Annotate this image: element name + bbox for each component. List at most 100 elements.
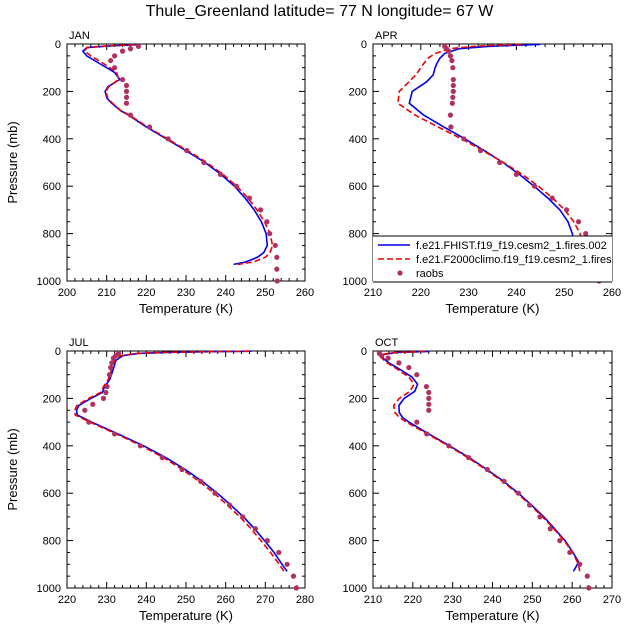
series-model2-apr	[397, 43, 588, 263]
y-tick-label: 600	[349, 488, 367, 500]
x-tick-label: 260	[216, 594, 234, 606]
raob-point	[477, 148, 484, 154]
raob-point	[127, 112, 134, 118]
y-tick-label: 1000	[343, 583, 367, 595]
raob-point	[82, 407, 88, 413]
x-tick-label: 210	[364, 287, 382, 299]
raob-point	[274, 254, 280, 260]
x-axis-label: Temperature (K)	[446, 608, 540, 623]
raob-point	[119, 76, 126, 83]
raob-point	[426, 389, 432, 396]
y-tick-label: 200	[349, 86, 367, 98]
raob-point	[584, 573, 590, 579]
raob-point	[108, 57, 114, 64]
series-raobs-oct	[376, 350, 592, 591]
y-tick-label: 0	[361, 39, 367, 51]
x-tick-label: 250	[256, 287, 274, 299]
series-model2-jan	[84, 43, 274, 266]
raob-point	[276, 549, 282, 556]
raob-point	[246, 195, 253, 201]
raob-point	[123, 94, 130, 100]
raob-point	[575, 219, 582, 225]
raob-point	[198, 478, 204, 484]
y-tick-label: 800	[349, 536, 367, 548]
raob-point	[274, 266, 280, 272]
raob-point	[123, 82, 130, 89]
raob-point	[137, 443, 143, 449]
x-axis-label: Temperature (K)	[139, 301, 233, 316]
panel-apr: 210 220 230 240 250 260 0 200 400 600 800 1000 APR Te…	[343, 30, 622, 316]
raob-point	[447, 112, 454, 118]
x-tick-label: 230	[177, 287, 195, 299]
y-tick-label: 0	[55, 39, 61, 51]
raob-point	[90, 401, 96, 407]
raob-point	[123, 88, 130, 94]
raob-point	[450, 88, 456, 94]
raob-point	[110, 355, 117, 361]
x-axis-label: Temperature (K)	[139, 608, 233, 623]
panel-jul: 220 230 240 250 260 270 280 0 200 400 600 800 1000 JU…	[5, 337, 314, 623]
raob-point	[104, 383, 110, 390]
raob-point	[159, 455, 165, 461]
raob-point	[201, 159, 207, 166]
y-tick-label: 0	[361, 346, 367, 358]
y-tick-label: 400	[43, 134, 61, 146]
y-tick-label: 200	[43, 86, 61, 98]
panel-label-jan: JAN	[69, 30, 90, 42]
raob-point	[106, 372, 113, 378]
raob-point	[267, 231, 273, 237]
raob-point	[100, 395, 107, 401]
series-model2-jul	[73, 350, 285, 572]
raob-point	[446, 443, 452, 449]
x-tick-label: 270	[603, 594, 621, 606]
raob-point	[264, 219, 270, 225]
raob-point	[547, 526, 553, 532]
raob-point	[112, 53, 118, 59]
series-model1-apr	[408, 43, 577, 262]
plot-frame	[66, 43, 306, 282]
y-tick-label: 800	[43, 229, 61, 241]
raob-point	[252, 526, 259, 532]
raob-point	[293, 585, 299, 591]
x-tick-label: 260	[296, 287, 314, 299]
x-tick-label: 230	[97, 594, 115, 606]
raob-point	[424, 431, 430, 437]
legend: f.e21.FHIST.f19_f19.cesm2_1.fires.002 f.e…	[373, 235, 612, 283]
y-tick-label: 400	[349, 134, 367, 146]
raob-point	[123, 100, 130, 106]
panel-oct: 210 220 230 240 250 260 270 0 200 400 600 800 1000 OC…	[343, 337, 622, 623]
raob-point	[127, 46, 134, 52]
raob-point	[549, 195, 555, 201]
x-tick-label: 250	[555, 287, 573, 299]
y-tick-label: 600	[43, 181, 61, 193]
panel-label-oct: OCT	[375, 337, 399, 349]
raob-point	[385, 355, 391, 361]
raob-point	[577, 561, 583, 567]
y-tick-label: 0	[55, 346, 61, 358]
raob-point	[379, 353, 385, 359]
raob-point	[257, 207, 264, 213]
series-model2-oct	[380, 350, 581, 572]
raob-point	[212, 490, 218, 496]
x-tick-label: 220	[404, 594, 422, 606]
raob-point	[217, 171, 224, 177]
raob-point	[466, 455, 472, 461]
raob-point	[426, 401, 432, 407]
raob-point	[272, 242, 278, 249]
raob-point	[184, 148, 190, 154]
x-tick-label: 250	[523, 594, 541, 606]
x-tick-label: 220	[58, 594, 76, 606]
raob-point	[450, 76, 456, 83]
x-tick-label: 260	[563, 594, 581, 606]
raob-point	[108, 364, 114, 371]
raob-point	[146, 124, 153, 130]
raob-point	[450, 82, 456, 89]
raob-point	[264, 538, 270, 544]
y-axis-label: Pressure (mb)	[5, 428, 20, 510]
y-tick-label: 400	[43, 441, 61, 453]
raob-point	[414, 419, 420, 425]
raob-point	[284, 561, 290, 567]
raob-point	[112, 431, 118, 437]
raob-point	[563, 207, 570, 213]
